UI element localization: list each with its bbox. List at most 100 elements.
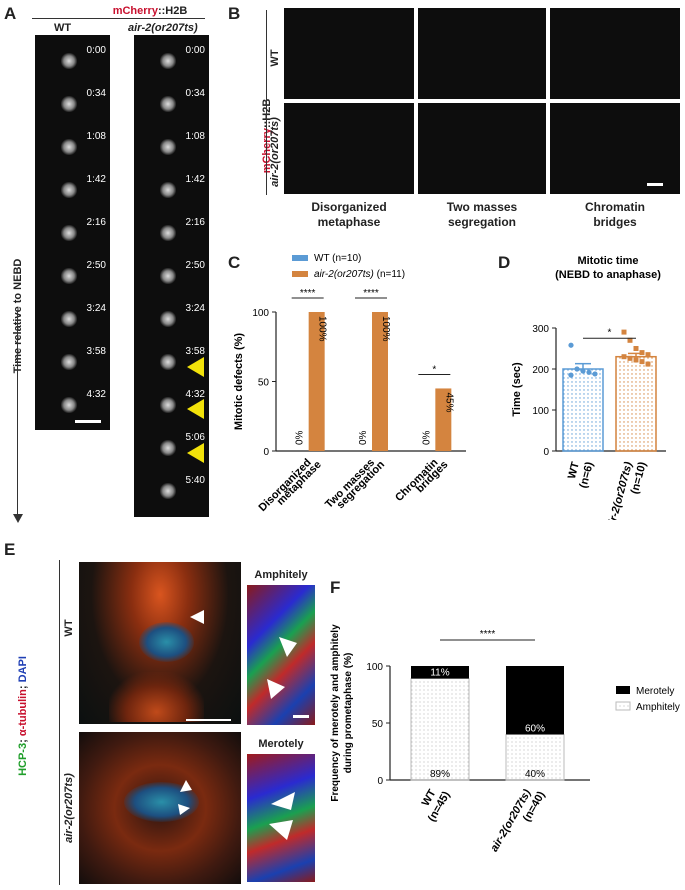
time-stamp: 0:34 bbox=[185, 88, 205, 99]
micrograph-wt-1 bbox=[284, 8, 414, 99]
chromosome-blob bbox=[160, 225, 176, 241]
time-stamp: 5:40 bbox=[185, 475, 205, 486]
data-label-mut: 100% bbox=[380, 316, 391, 342]
data-point bbox=[621, 329, 627, 335]
panel-e-row-wt: WT bbox=[63, 619, 75, 637]
time-stamp: 3:58 bbox=[86, 346, 106, 357]
data-point bbox=[645, 361, 651, 367]
panel-a-col-wt: WT bbox=[54, 22, 72, 34]
chromosome-blob bbox=[160, 182, 176, 198]
chromosome-blob bbox=[61, 397, 77, 413]
y-tick-label: 100 bbox=[252, 308, 269, 319]
panel-letter-a: A bbox=[4, 4, 17, 23]
time-stamp: 4:32 bbox=[86, 389, 106, 400]
yellow-arrowhead-icon bbox=[187, 357, 204, 377]
white-arrowhead-icon bbox=[178, 804, 190, 815]
bar-mean bbox=[562, 368, 604, 452]
legend-swatch-amphitely bbox=[615, 701, 631, 711]
time-stamp: 2:50 bbox=[86, 260, 106, 271]
panel-a-title-red: mCherry bbox=[112, 5, 158, 17]
white-arrowhead-icon bbox=[271, 792, 295, 810]
data-point bbox=[633, 357, 639, 363]
legend-label-wt: WT (n=10) bbox=[314, 253, 361, 264]
time-stamp: 1:42 bbox=[86, 174, 106, 185]
data-label-wt: 0% bbox=[295, 430, 306, 445]
white-arrowhead-icon bbox=[180, 780, 192, 792]
inset-title-merotely: Merotely bbox=[258, 738, 304, 750]
chromosome-blob bbox=[61, 311, 77, 327]
legend-label-mut-name: air-2(or207ts) bbox=[314, 269, 374, 280]
legend-label-mut: air-2(or207ts) (n=11) bbox=[314, 269, 405, 280]
arrowhead-group bbox=[187, 357, 204, 463]
y-tick-label: 100 bbox=[366, 662, 383, 673]
significance-label: **** bbox=[480, 629, 496, 640]
y-tick-label: 50 bbox=[372, 719, 384, 730]
chromosome-blob bbox=[160, 440, 176, 456]
data-point bbox=[592, 371, 598, 377]
time-stamp: 5:06 bbox=[185, 432, 205, 443]
data-label-merotely: 60% bbox=[525, 723, 545, 734]
scale-bar bbox=[186, 719, 231, 721]
bar-amphitely bbox=[410, 678, 470, 781]
data-point bbox=[645, 352, 651, 358]
chart-f: 0 50 100 Frequency of merotely and amphitel… bbox=[330, 624, 680, 854]
data-label-mut: 45% bbox=[443, 392, 454, 412]
time-stamp: 1:08 bbox=[86, 131, 106, 142]
chart-subtitle: (NEBD to anaphase) bbox=[555, 269, 661, 281]
panel-a-mut-strip: 0:00 0:34 1:08 1:42 2:16 2:50 3:24 3:58 4:32 5:06… bbox=[134, 35, 209, 517]
time-stamp: 1:08 bbox=[185, 131, 205, 142]
y-tick-label: 200 bbox=[532, 365, 549, 376]
chromosome-blob bbox=[160, 96, 176, 112]
chart-d: Mitotic time (NEBD to anaphase) 0 100 200 300… bbox=[511, 255, 666, 520]
data-point bbox=[621, 354, 627, 360]
time-stamp: 2:16 bbox=[86, 217, 106, 228]
micrograph-e-mut bbox=[79, 732, 241, 884]
white-arrowhead-icon bbox=[267, 679, 285, 699]
bar-mut bbox=[435, 388, 452, 451]
chart-title: Mitotic time bbox=[577, 255, 638, 267]
time-stamp: 3:58 bbox=[185, 346, 205, 357]
time-stamp: 0:34 bbox=[86, 88, 106, 99]
y-axis-label: Time (sec) bbox=[511, 362, 523, 417]
chart-c: 0 50 100 Mitotic defects (%) WT (n=10) air-2(… bbox=[233, 253, 466, 514]
significance-label: * bbox=[432, 364, 436, 375]
y-tick-label: 100 bbox=[532, 406, 549, 417]
legend-label-amphitely: Amphitely bbox=[636, 702, 680, 713]
chromosome-blob bbox=[61, 182, 77, 198]
bar-mut bbox=[308, 312, 325, 451]
time-stamp: 3:24 bbox=[185, 303, 205, 314]
chromosome-blob bbox=[61, 354, 77, 370]
time-stamp: 4:32 bbox=[185, 389, 205, 400]
panel-a-col-mut: air-2(or207ts) bbox=[128, 22, 198, 34]
y-axis-label: Mitotic defects (%) bbox=[233, 333, 245, 431]
panel-letter-e: E bbox=[4, 540, 16, 559]
data-point bbox=[568, 372, 574, 378]
y-tick-label: 300 bbox=[532, 324, 549, 335]
inset-amphitely bbox=[247, 585, 315, 725]
time-stamp: 3:24 bbox=[86, 303, 106, 314]
panel-letter-b: B bbox=[228, 4, 241, 23]
data-point bbox=[639, 359, 645, 365]
chromosome-blob bbox=[61, 225, 77, 241]
panel-letter-c: C bbox=[228, 253, 241, 272]
scale-bar bbox=[293, 715, 309, 718]
chromosome-blob bbox=[160, 354, 176, 370]
data-point bbox=[574, 366, 580, 372]
panel-a-title-rest: ::H2B bbox=[157, 5, 188, 17]
chromosome-blob bbox=[61, 139, 77, 155]
chromosome-blob bbox=[160, 53, 176, 69]
micrograph-mut-3 bbox=[550, 103, 680, 194]
bar-merotely bbox=[506, 666, 564, 735]
data-label-wt: 0% bbox=[358, 430, 369, 445]
bar-merotely bbox=[411, 666, 469, 679]
data-point bbox=[586, 369, 592, 375]
time-stamp: 2:16 bbox=[185, 217, 205, 228]
panel-a-side-label: Time relative to NEBD bbox=[12, 258, 24, 374]
data-point bbox=[627, 355, 633, 361]
data-label-amphitely: 40% bbox=[525, 769, 545, 780]
panel-b-side-rule bbox=[266, 10, 267, 195]
yellow-arrowhead-icon bbox=[187, 399, 204, 419]
panel-a-title: mCherry::H2B bbox=[80, 5, 220, 17]
time-stamp: 1:42 bbox=[185, 174, 205, 185]
panel-e-row-mut: air-2(or207ts) bbox=[63, 773, 75, 843]
